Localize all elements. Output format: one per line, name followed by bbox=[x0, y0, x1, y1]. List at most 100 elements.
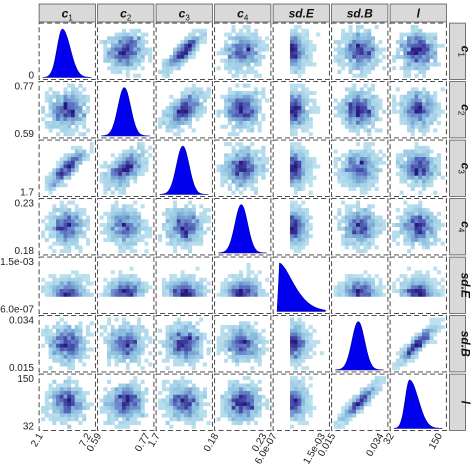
hex-cell bbox=[421, 219, 427, 224]
hex-cell bbox=[114, 157, 119, 162]
hex-cell bbox=[67, 362, 72, 367]
hex-cell bbox=[199, 223, 204, 228]
hex-cell bbox=[348, 417, 353, 422]
hex-cell bbox=[308, 168, 313, 173]
hex-cell bbox=[348, 128, 353, 133]
hex-cell bbox=[363, 245, 368, 250]
hex-cell bbox=[129, 28, 134, 33]
hex-cell bbox=[344, 292, 349, 297]
hex-cell bbox=[176, 208, 181, 213]
hex-cell bbox=[348, 211, 353, 216]
y-tick-label-c4-max: 0.23 bbox=[15, 199, 35, 210]
hex-cell bbox=[169, 288, 174, 294]
hex-cell bbox=[341, 171, 346, 177]
hex-cell bbox=[250, 402, 255, 407]
hex-cell bbox=[348, 25, 353, 30]
hex-cell bbox=[414, 175, 419, 180]
hex-cell bbox=[122, 340, 127, 345]
hex-cell bbox=[341, 28, 346, 33]
hex-cell bbox=[227, 47, 232, 52]
hex-cell bbox=[107, 234, 112, 239]
hex-cell bbox=[114, 226, 119, 231]
hex-cell bbox=[103, 179, 108, 184]
hex-cell bbox=[242, 340, 247, 345]
hex-cell bbox=[297, 157, 302, 162]
hex-cell bbox=[425, 237, 430, 242]
hex-cell bbox=[242, 54, 247, 60]
hex-cell bbox=[304, 58, 310, 63]
hex-cell bbox=[429, 40, 434, 45]
hex-cell bbox=[140, 43, 145, 48]
hex-cell bbox=[297, 241, 302, 246]
hex-cell bbox=[122, 58, 127, 63]
hex-cell bbox=[176, 124, 181, 129]
hex-cell bbox=[140, 285, 145, 290]
hex-cell bbox=[261, 87, 266, 92]
hex-cell bbox=[359, 117, 364, 122]
hex-cell bbox=[133, 340, 138, 345]
panel-l-sd.B bbox=[331, 373, 389, 431]
hex-cell bbox=[187, 120, 193, 125]
hex-cell bbox=[297, 394, 302, 399]
hex-cell bbox=[136, 211, 141, 216]
hex-cell bbox=[70, 91, 76, 96]
hex-cell bbox=[180, 391, 185, 396]
hex-cell bbox=[429, 171, 434, 177]
hex-cell bbox=[231, 47, 236, 52]
hex-cell bbox=[308, 109, 313, 114]
hex-cell bbox=[169, 332, 174, 337]
hex-cell bbox=[239, 175, 244, 180]
hex-cell bbox=[344, 106, 349, 111]
hex-cell bbox=[242, 113, 247, 118]
hex-cell bbox=[176, 66, 181, 71]
hex-cell bbox=[367, 226, 372, 231]
hex-cell bbox=[89, 281, 94, 286]
hex-cell bbox=[110, 58, 115, 63]
hex-cell bbox=[370, 292, 375, 297]
hex-cell bbox=[136, 321, 141, 326]
hex-cell bbox=[52, 336, 57, 341]
hex-cell bbox=[231, 149, 236, 154]
hex-cell bbox=[136, 288, 141, 294]
hex-cell bbox=[261, 336, 266, 341]
panel-frame bbox=[389, 81, 447, 139]
hex-cell bbox=[187, 347, 193, 352]
hex-cell bbox=[70, 394, 76, 399]
hex-cell bbox=[250, 43, 255, 48]
hex-cell bbox=[82, 219, 87, 224]
hex-cell bbox=[41, 343, 46, 348]
hex-cell bbox=[414, 66, 419, 71]
hex-cell bbox=[290, 237, 295, 242]
hex-cell bbox=[433, 98, 438, 103]
panel-sd.E-sd.E bbox=[272, 256, 330, 314]
hex-cell bbox=[392, 362, 397, 367]
hex-cell bbox=[158, 234, 163, 239]
hex-cell bbox=[114, 219, 119, 224]
hex-cell bbox=[433, 58, 438, 63]
hex-cell bbox=[56, 417, 61, 422]
hex-cell bbox=[414, 343, 419, 348]
hex-cell bbox=[407, 98, 412, 103]
hex-cell bbox=[78, 405, 83, 411]
hex-cell bbox=[180, 321, 185, 326]
hex-cell bbox=[308, 91, 313, 96]
hex-cell bbox=[410, 237, 415, 242]
hex-cell bbox=[293, 32, 298, 37]
hex-cell bbox=[290, 132, 295, 137]
hex-cell bbox=[231, 124, 236, 129]
hex-cell bbox=[421, 237, 427, 242]
hex-cell bbox=[352, 58, 357, 63]
hex-cell bbox=[133, 153, 138, 158]
hex-cell bbox=[421, 87, 427, 92]
hex-cell bbox=[356, 66, 361, 71]
hex-cell bbox=[227, 281, 232, 286]
hex-cell bbox=[308, 223, 313, 228]
panel-c2-c4 bbox=[214, 81, 272, 139]
hex-cell bbox=[161, 402, 166, 407]
hex-cell bbox=[399, 190, 404, 195]
hex-cell bbox=[367, 160, 372, 165]
hex-cell bbox=[246, 94, 251, 99]
hex-cell bbox=[253, 274, 258, 279]
hex-cell bbox=[414, 164, 419, 169]
hex-cell bbox=[227, 120, 232, 125]
